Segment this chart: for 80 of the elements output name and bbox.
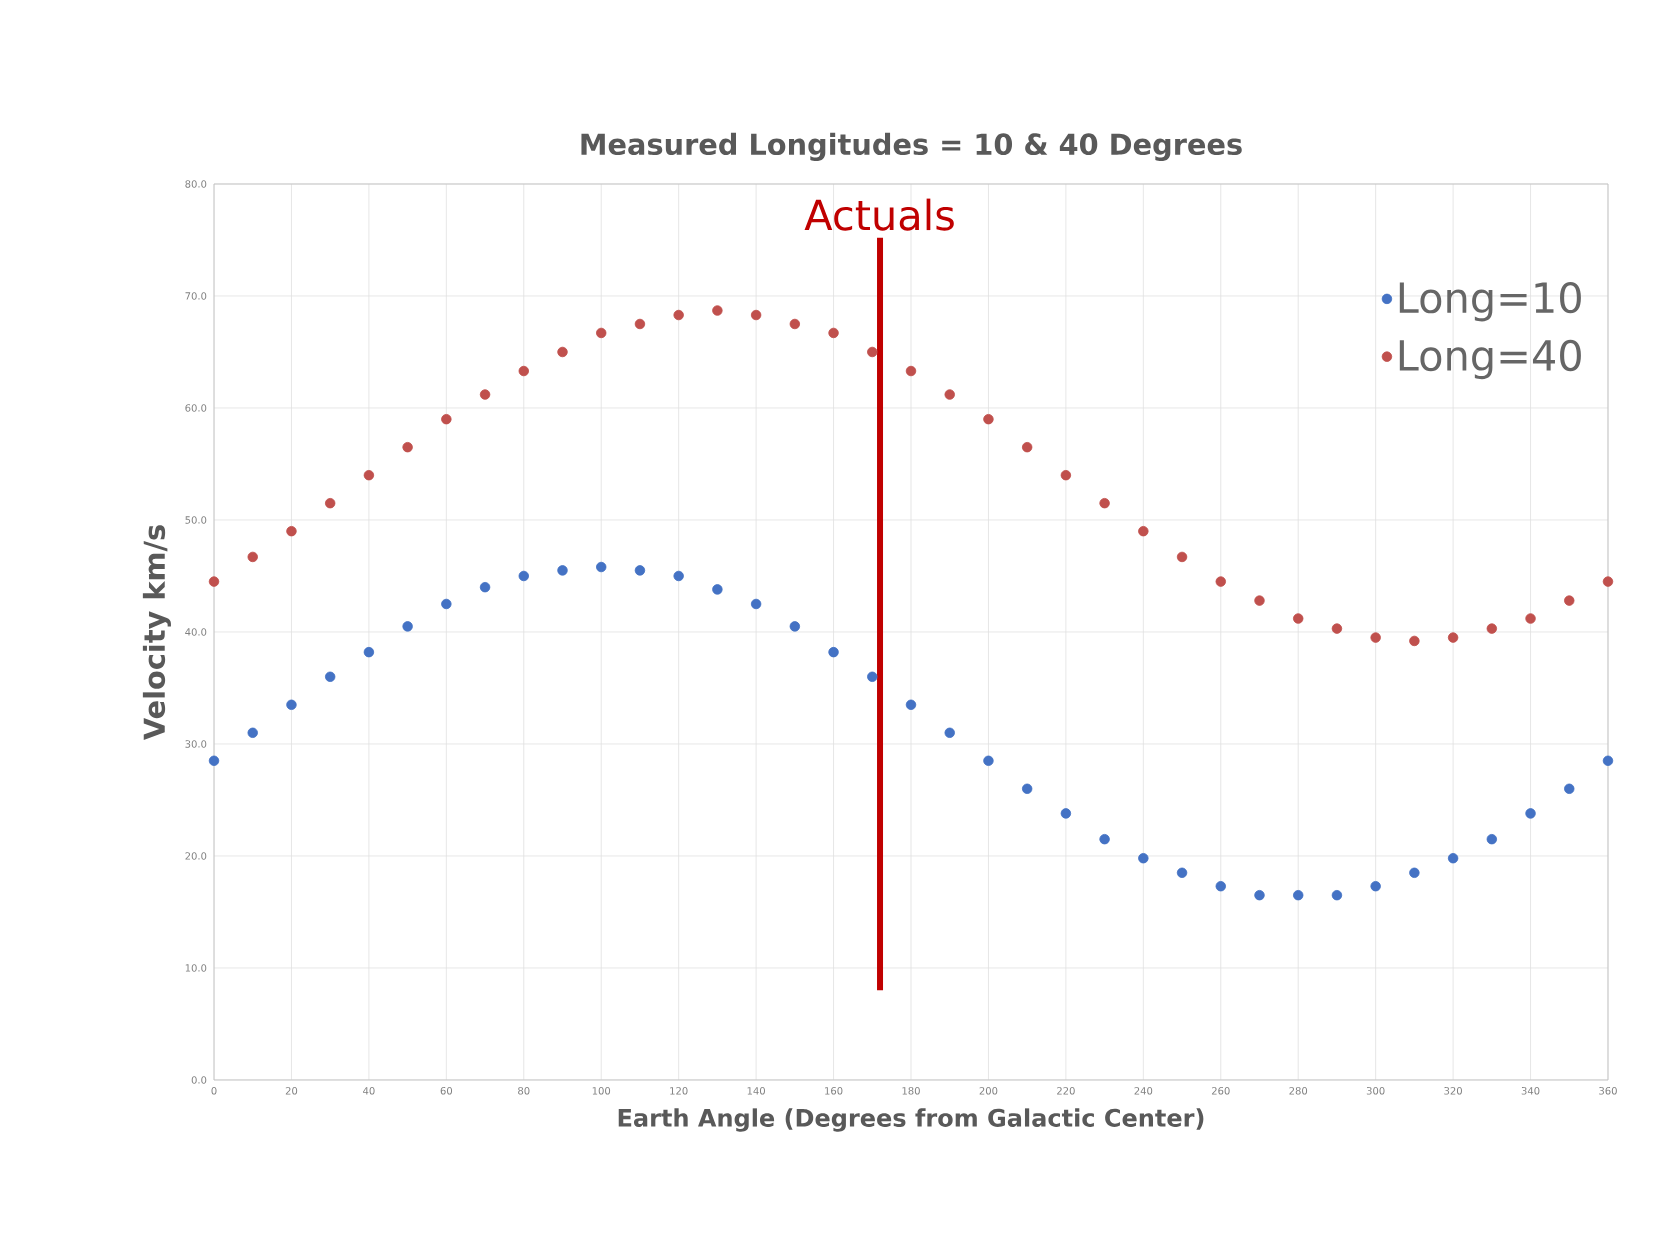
point <box>1409 635 1420 647</box>
point <box>1409 867 1420 878</box>
point <box>1447 853 1459 864</box>
point <box>828 646 839 658</box>
point <box>750 309 762 321</box>
point <box>673 309 684 321</box>
point <box>286 699 297 710</box>
point <box>557 565 568 576</box>
point <box>789 318 801 330</box>
point <box>1564 783 1575 794</box>
point <box>596 327 607 339</box>
point <box>1293 613 1304 624</box>
point <box>1060 469 1072 481</box>
point <box>867 671 878 682</box>
point <box>905 365 917 377</box>
point <box>1254 595 1265 606</box>
point <box>1060 808 1072 819</box>
point <box>441 413 452 425</box>
point <box>712 584 723 595</box>
chart-title: Measured Longitudes = 10 & 40 Degrees <box>581 132 1242 161</box>
point <box>479 581 491 593</box>
point <box>596 561 607 573</box>
legend-label: Long=40 <box>1399 339 1581 380</box>
point <box>1525 613 1536 624</box>
point <box>441 598 452 610</box>
point <box>208 755 220 766</box>
point <box>479 389 491 400</box>
point <box>983 413 994 425</box>
point <box>1099 833 1110 845</box>
point <box>828 327 839 339</box>
point <box>867 346 878 358</box>
point <box>1138 525 1149 537</box>
point <box>1176 551 1188 563</box>
point <box>402 621 413 632</box>
point <box>944 389 955 400</box>
point <box>1370 881 1381 892</box>
point <box>905 699 917 710</box>
point <box>1602 576 1614 587</box>
point <box>1331 889 1343 901</box>
point <box>789 621 801 632</box>
point <box>1215 576 1226 587</box>
point <box>983 755 994 766</box>
point <box>1021 441 1033 453</box>
legend-label: Long=10 <box>1399 282 1581 322</box>
point <box>1254 889 1265 901</box>
point <box>1486 833 1498 845</box>
point <box>1602 755 1614 766</box>
point <box>1525 808 1536 819</box>
point <box>402 441 413 453</box>
point <box>634 318 646 330</box>
y-axis-title: Velocity km/s <box>142 525 171 740</box>
point <box>1176 867 1188 878</box>
point <box>944 727 955 738</box>
point <box>1138 853 1149 864</box>
ref-line-label: Actuals <box>804 198 954 231</box>
point <box>324 671 336 682</box>
point <box>1293 889 1304 901</box>
point <box>750 598 762 610</box>
point <box>1564 595 1575 606</box>
point <box>1099 497 1110 509</box>
point <box>634 565 646 576</box>
point <box>208 576 220 587</box>
point <box>286 525 297 537</box>
x-axis-title: Earth Angle (Degrees from Galactic Center) <box>618 1108 1204 1132</box>
point <box>324 497 336 509</box>
point <box>247 727 258 738</box>
point <box>673 570 684 582</box>
point <box>712 305 723 316</box>
point <box>518 365 529 377</box>
point <box>1215 881 1226 892</box>
point <box>1370 632 1381 643</box>
point <box>1447 632 1459 643</box>
point <box>363 469 375 481</box>
point <box>1486 623 1498 634</box>
point <box>1021 783 1033 794</box>
point <box>518 570 529 582</box>
point <box>247 551 258 563</box>
point <box>1331 623 1343 634</box>
point <box>557 346 568 358</box>
point <box>363 646 375 658</box>
